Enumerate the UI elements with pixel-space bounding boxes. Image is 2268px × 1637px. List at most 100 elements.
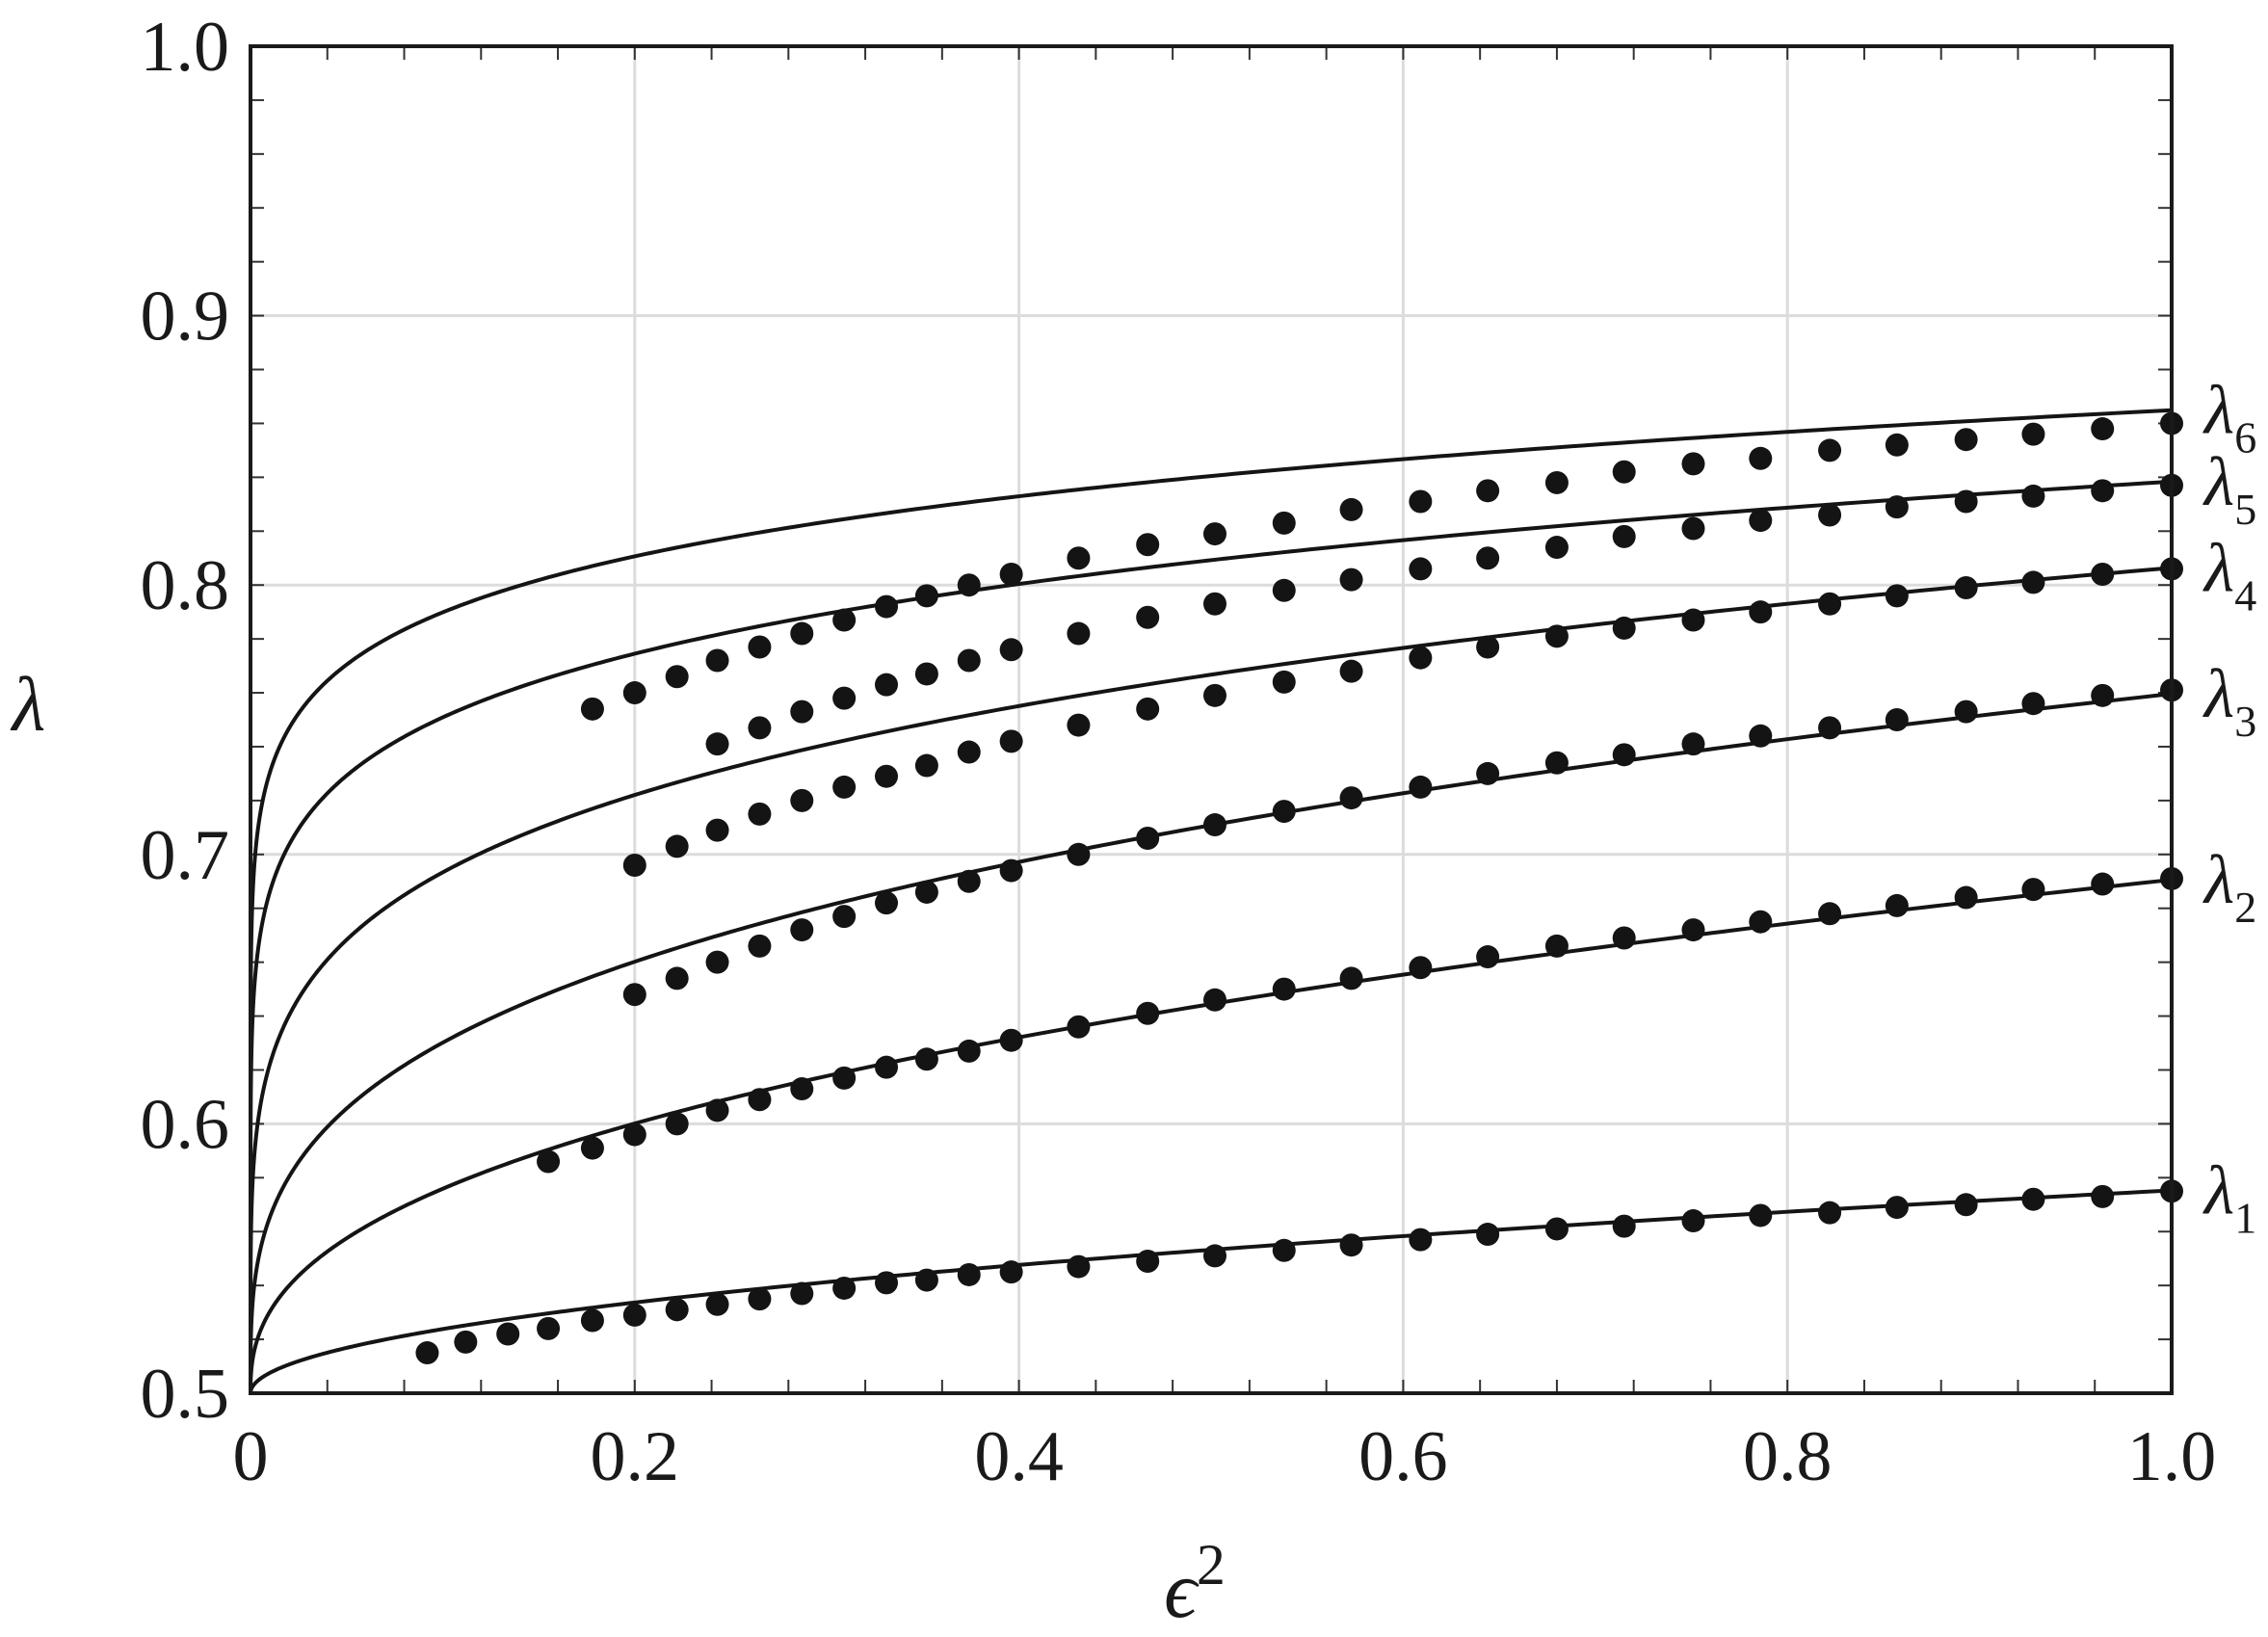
data-point: [1681, 452, 1705, 476]
data-point: [705, 950, 729, 974]
data-point: [790, 1281, 814, 1306]
data-point: [2091, 872, 2115, 896]
data-point: [1954, 700, 1978, 724]
data-point: [1885, 708, 1909, 731]
data-point: [1954, 885, 1978, 910]
data-point: [580, 1308, 604, 1333]
grid: [251, 46, 2172, 1393]
minor-ticks: [251, 46, 2172, 1393]
data-point: [1749, 910, 1773, 934]
data-point: [415, 1341, 439, 1365]
data-point: [1136, 697, 1160, 721]
data-point: [1612, 616, 1636, 640]
series-curve: [249, 479, 2173, 1393]
x-axis-label-sup: 2: [1197, 1533, 1226, 1597]
data-point: [1476, 635, 1500, 659]
data-point: [2091, 683, 2115, 707]
data-point: [790, 788, 814, 812]
data-point: [1272, 670, 1296, 694]
x-tick-label: 0: [233, 1417, 269, 1496]
y-axis-label: λ: [11, 663, 46, 748]
x-axis-label-base: ϵ: [1164, 1545, 1200, 1635]
data-point: [790, 621, 814, 646]
series-curve: [249, 692, 2173, 1393]
data-point: [1476, 761, 1500, 785]
data-point: [748, 635, 772, 659]
x-tick-label: 1.0: [2127, 1417, 2217, 1496]
data-point: [1202, 1244, 1226, 1268]
x-tick-label: 0.2: [591, 1417, 680, 1496]
data-point: [1409, 1228, 1433, 1252]
data-point: [875, 764, 899, 788]
data-point: [1136, 533, 1160, 557]
data-point: [1544, 751, 1569, 775]
data-point: [622, 853, 646, 877]
data-point: [1409, 646, 1433, 670]
data-point: [999, 1260, 1023, 1284]
data-point: [1954, 1193, 1978, 1217]
data-point: [1067, 842, 1091, 866]
data-point: [999, 858, 1023, 883]
data-point: [957, 869, 981, 893]
data-point: [1136, 1001, 1160, 1025]
data-point: [2091, 563, 2115, 587]
data-point: [1681, 918, 1705, 942]
data-point: [454, 1330, 478, 1354]
series-curve: [249, 1188, 2173, 1393]
data-point: [957, 648, 981, 673]
data-point: [1885, 495, 1909, 519]
data-point: [705, 1292, 729, 1316]
series-5: λ5: [249, 443, 2256, 1393]
data-point: [2021, 422, 2045, 446]
data-point: [1272, 800, 1296, 824]
data-point: [1136, 605, 1160, 629]
data-point: [537, 1316, 561, 1340]
data-point: [1202, 522, 1226, 546]
data-point: [1339, 966, 1363, 990]
x-tick-label: 0.4: [974, 1417, 1064, 1496]
data-point: [1544, 624, 1569, 648]
data-point: [1818, 503, 1842, 527]
series-label: λ4: [2202, 529, 2256, 620]
data-point: [914, 662, 938, 686]
series-label-base: λ: [2202, 655, 2234, 732]
data-point: [832, 775, 857, 799]
y-tick-label: 0.6: [141, 1085, 230, 1164]
series-label-base: λ: [2202, 443, 2234, 520]
data-point: [665, 1112, 689, 1136]
series-label-base: λ: [2202, 841, 2234, 918]
data-point: [957, 740, 981, 764]
data-point: [1681, 1209, 1705, 1233]
series-label-sub: 5: [2234, 485, 2256, 534]
data-point: [748, 716, 772, 740]
series-label-sub: 6: [2234, 413, 2256, 462]
data-point: [1339, 1233, 1363, 1257]
data-point: [1612, 460, 1636, 484]
data-point: [705, 648, 729, 673]
tick-labels: 0 0.2 0.4 0.6 0.8 1.0 0.5 0.6 0.7 0.8 0.9 1.0: [141, 8, 2217, 1496]
series-label: λ5: [2202, 443, 2256, 534]
data-point: [1544, 934, 1569, 958]
y-tick-label: 0.8: [141, 546, 230, 625]
data-point: [832, 686, 857, 710]
data-point: [1544, 1217, 1569, 1241]
data-point: [1339, 786, 1363, 810]
data-point: [1612, 1214, 1636, 1238]
data-point: [580, 697, 604, 721]
data-point: [832, 608, 857, 632]
data-point: [1954, 428, 1978, 452]
data-point: [1476, 1223, 1500, 1247]
data-point: [705, 1098, 729, 1122]
data-point: [2091, 417, 2115, 441]
y-tick-label: 0.9: [141, 277, 230, 356]
series-4: λ4: [249, 529, 2256, 1393]
data-point: [2021, 570, 2045, 594]
data-point: [914, 880, 938, 904]
data-point: [1954, 489, 1978, 514]
data-point: [2021, 1187, 2045, 1211]
data-point: [875, 891, 899, 915]
series-label: λ2: [2202, 841, 2256, 932]
data-point: [1885, 584, 1909, 608]
data-point: [622, 681, 646, 705]
